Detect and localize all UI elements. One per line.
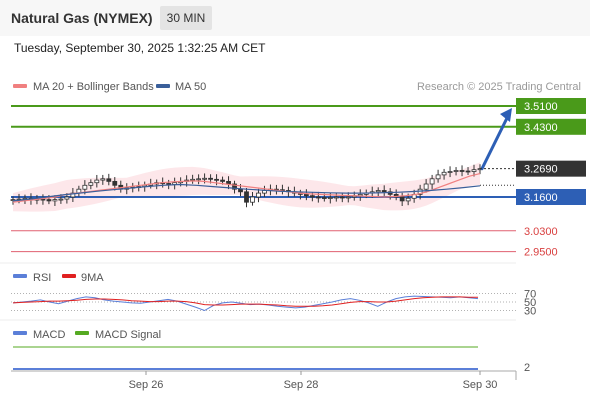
candle-body [375,190,381,193]
projection-arrow-shaft [480,114,510,171]
candle-body [339,196,345,199]
macd-tick-label: 2 [524,362,530,374]
candle-body [64,196,70,200]
level-label: 3.1600 [524,192,558,204]
rsi-legend-swatch [13,274,27,278]
candle-body [250,196,255,203]
ma20-legend-swatch [13,84,27,88]
candle-body [321,197,327,199]
current-price-tag-bg [516,160,586,177]
time-axis: Sep 26 Sep 28 Sep 30 [11,370,517,391]
ma9-legend-label: 9MA [81,272,104,284]
candle-body [100,178,106,181]
candle-body [303,193,309,197]
candle-body [112,180,118,186]
candle-body [423,183,429,190]
x-tick-label: Sep 30 [463,379,498,391]
x-tick-label: Sep 28 [284,379,319,391]
candle-body [309,195,315,198]
price-levels [11,105,516,253]
candle-body [88,182,94,186]
ma20-legend-label: MA 20 + Bollinger Bands [33,81,154,93]
candle-body [220,179,225,182]
candle-body [447,171,453,173]
level-label: 3.0300 [524,226,558,238]
candle-body [82,184,88,190]
level-tag-bg [516,189,586,205]
level-label: 2.9500 [524,247,558,259]
chart-header: Natural Gas (NYMEX) 30 MIN [0,0,590,36]
level-label: 3.5100 [524,101,558,113]
candle-body [399,196,405,202]
projection-arrow [480,108,512,171]
candle-body [256,192,261,198]
candle-body [381,190,387,193]
candle-body [435,174,441,180]
candle-body [202,177,207,180]
rsi-tick-label: 50 [524,297,536,309]
ma50-legend-label: MA 50 [175,81,206,93]
candle-body [94,179,100,184]
candle-body [333,196,339,199]
macd-legend-label: MACD [33,329,65,341]
rsi-tick-label: 30 [524,306,536,318]
moving-averages [12,173,481,203]
rsi-line [12,295,479,312]
candle-body [52,199,58,202]
timestamp: Tuesday, September 30, 2025 1:32:25 AM C… [14,41,266,55]
candle-body [190,178,196,181]
candle-body [345,196,351,199]
signal-legend-label: MACD Signal [95,329,161,341]
rsi-legend-label: RSI [33,272,51,284]
candle-body [58,198,64,201]
level-tag-bg [516,98,586,114]
level-tag-bg [516,118,586,135]
ma50-line [12,183,481,202]
candle-body [166,183,172,185]
candle-body [232,183,237,190]
candle-body [327,197,333,199]
level-label: 3.4300 [524,122,558,134]
candle-body [244,191,249,203]
candle-body [441,171,447,176]
ma9-legend-swatch [62,274,76,278]
x-tick-label: Sep 26 [129,379,164,391]
macd-legend-swatch [13,331,27,335]
candle-body [315,196,321,199]
candle-body [226,180,231,185]
macd-pane: 2 [13,346,530,374]
candle-body [405,197,411,202]
candle-body [106,178,112,182]
interval-badge[interactable]: 30 MIN [160,6,212,30]
current-price-label: 3.2690 [524,164,558,176]
candle-body [429,178,435,185]
candle-body [208,177,213,180]
rsi-ma9-line [12,296,478,307]
candle-body [459,170,465,172]
candle-body [238,188,243,193]
projection-arrow-head [500,108,512,122]
candle-body [453,170,459,172]
signal-legend-swatch [75,331,89,335]
candle-body [196,178,202,181]
candle-body [46,199,52,202]
ma50-legend-swatch [156,84,170,88]
candle-body [471,169,477,172]
candle-body [465,170,471,173]
price-tags: 3.5100 3.4300 3.1600 3.0300 2.9500 3.2690 [480,98,586,259]
credit-text: Research © 2025 Trading Central [417,81,581,93]
rsi-tick-label: 70 [524,289,536,301]
candle-body [214,178,219,181]
instrument-title: Natural Gas (NYMEX) [11,10,153,26]
